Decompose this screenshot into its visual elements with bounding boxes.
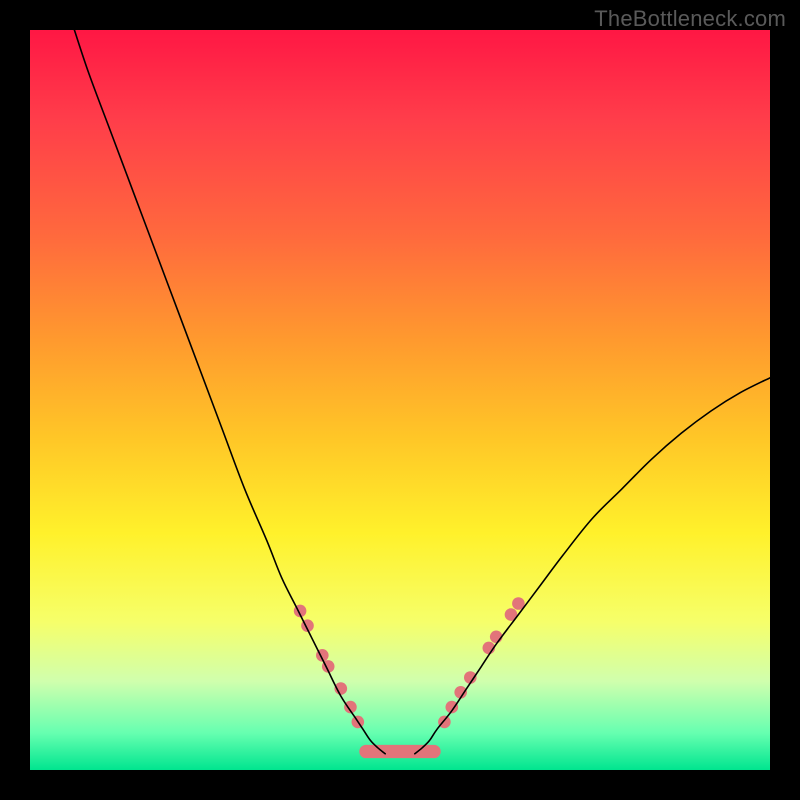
- chart-background: [30, 30, 770, 770]
- bottleneck-chart: [30, 30, 770, 770]
- floor-band: [359, 745, 440, 758]
- watermark-text: TheBottleneck.com: [594, 6, 786, 32]
- chart-frame: [30, 30, 770, 770]
